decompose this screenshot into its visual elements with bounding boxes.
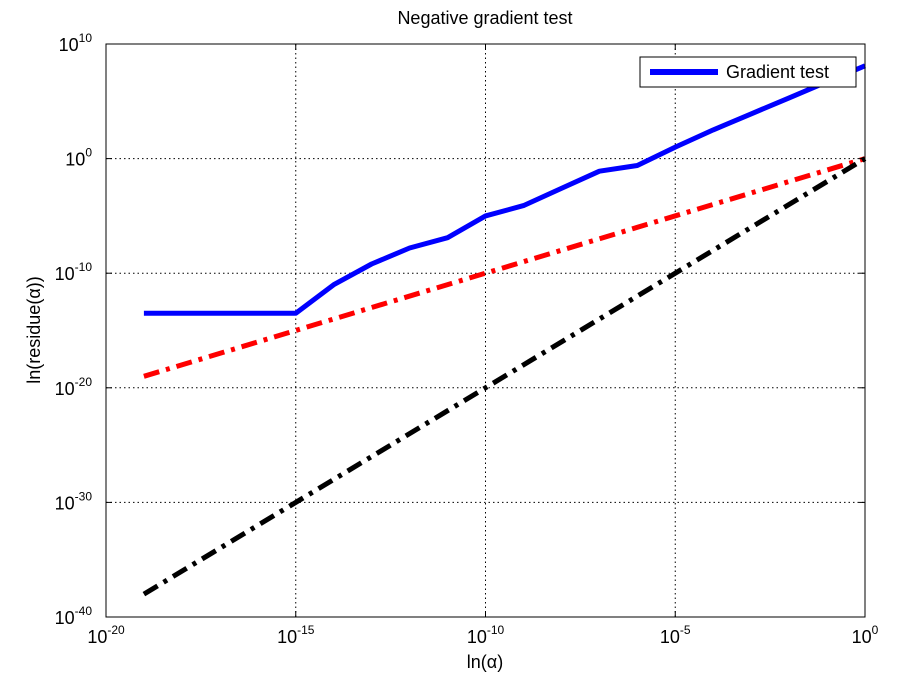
- x-tick-label: 10-15: [277, 623, 315, 647]
- chart-title: Negative gradient test: [397, 8, 572, 28]
- series-line-reference-red: [143, 156, 866, 379]
- x-axis-title: ln(α): [467, 652, 503, 672]
- series-layer: [142, 63, 867, 597]
- y-tick-label: 10-30: [55, 489, 93, 513]
- y-tick-label: 10-10: [55, 260, 93, 284]
- legend: Gradient test: [639, 56, 857, 88]
- grid: [106, 44, 865, 617]
- y-tick-label: 100: [65, 146, 92, 170]
- legend-label-gradient-test: Gradient test: [726, 62, 829, 82]
- ticks: 10-20 10-15 10-10 10-5 100101010010-1010-201…: [55, 31, 879, 647]
- y-tick-label: 10-20: [55, 375, 93, 399]
- series-line-reference-black: [142, 156, 867, 597]
- y-tick-label: 10-40: [55, 604, 93, 628]
- x-tick-label: 100: [852, 623, 879, 647]
- x-tick-label: 10-5: [660, 623, 691, 647]
- y-axis-title: ln(residue(α)): [24, 276, 44, 383]
- series-line-gradient-test: [143, 63, 866, 316]
- y-tick-label: 1010: [59, 31, 93, 55]
- x-tick-label: 10-10: [467, 623, 505, 647]
- x-tick-label: 10-20: [87, 623, 125, 647]
